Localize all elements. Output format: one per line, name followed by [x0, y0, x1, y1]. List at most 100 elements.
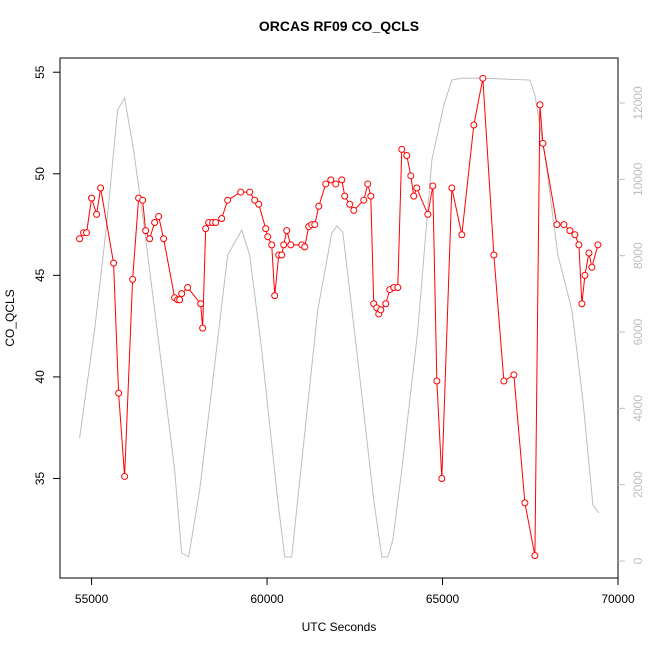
- point: [479, 74, 487, 82]
- point: [255, 200, 263, 208]
- point: [438, 474, 446, 482]
- point: [146, 235, 154, 243]
- point: [315, 202, 323, 210]
- y2-tick-label: 4000: [631, 395, 645, 422]
- x-tick-label: 65000: [426, 592, 460, 606]
- point: [594, 241, 602, 249]
- point: [510, 371, 518, 379]
- point: [410, 192, 418, 200]
- x-tick-label: 55000: [75, 592, 109, 606]
- point: [139, 196, 147, 204]
- point: [581, 271, 589, 279]
- point: [571, 231, 579, 239]
- point: [398, 145, 406, 153]
- point: [394, 284, 402, 292]
- point: [536, 101, 544, 109]
- point: [500, 377, 508, 385]
- point: [237, 188, 245, 196]
- point: [433, 377, 441, 385]
- point: [429, 182, 437, 190]
- point: [278, 251, 286, 259]
- point: [350, 206, 358, 214]
- plot-box: [59, 57, 619, 579]
- point: [311, 221, 319, 229]
- point: [197, 300, 205, 308]
- point: [283, 227, 291, 235]
- x-tick-label: 70000: [601, 592, 635, 606]
- point: [93, 210, 101, 218]
- point: [490, 251, 498, 259]
- y-tick-label: 35: [33, 471, 47, 485]
- point: [280, 241, 288, 249]
- point: [264, 233, 272, 241]
- point: [458, 231, 466, 239]
- y2-tick-label: 6000: [631, 318, 645, 345]
- point: [341, 192, 349, 200]
- y2-tick-label: 10000: [631, 162, 645, 196]
- x-tick-label: 60000: [250, 592, 284, 606]
- x-axis-label: UTC Seconds: [302, 620, 377, 634]
- point: [271, 292, 279, 300]
- point: [115, 389, 123, 397]
- point: [521, 499, 529, 507]
- point: [322, 180, 330, 188]
- y-tick-label: 45: [33, 268, 47, 282]
- y2-tick-label: 8000: [631, 242, 645, 269]
- y2-tick-label: 2000: [631, 471, 645, 498]
- point: [364, 180, 372, 188]
- point: [448, 184, 456, 192]
- point: [424, 210, 432, 218]
- point: [212, 219, 220, 227]
- y-tick-label: 50: [33, 167, 47, 181]
- point: [202, 225, 210, 233]
- point: [332, 180, 340, 188]
- point: [268, 241, 276, 249]
- y-axis-label: CO_QCLS: [3, 289, 17, 346]
- point: [407, 172, 415, 180]
- chart-title: ORCAS RF09 CO_QCLS: [259, 18, 419, 34]
- point: [110, 259, 118, 267]
- y-tick-label: 55: [33, 65, 47, 79]
- y-tick-label: 40: [33, 370, 47, 384]
- point: [151, 219, 159, 227]
- point: [287, 241, 295, 249]
- point: [553, 221, 561, 229]
- point: [566, 227, 574, 235]
- point: [178, 290, 186, 298]
- point: [413, 184, 421, 192]
- point: [575, 241, 583, 249]
- point: [301, 243, 309, 251]
- point: [199, 324, 207, 332]
- point: [338, 176, 346, 184]
- point: [367, 192, 375, 200]
- point: [470, 121, 478, 129]
- point: [155, 212, 163, 220]
- point: [539, 139, 547, 147]
- series-line: [79, 77, 600, 558]
- y2-tick-label: 0: [631, 557, 645, 564]
- point: [224, 196, 232, 204]
- point: [327, 176, 335, 184]
- point: [218, 214, 226, 222]
- point: [160, 235, 168, 243]
- series-line: [79, 78, 599, 556]
- point: [403, 152, 411, 159]
- point: [129, 275, 137, 283]
- point: [346, 200, 354, 208]
- point: [262, 225, 270, 233]
- point: [176, 296, 184, 304]
- point: [97, 184, 105, 192]
- point: [360, 196, 368, 204]
- point: [588, 263, 596, 271]
- point: [382, 300, 390, 308]
- point: [560, 221, 568, 229]
- point: [585, 249, 593, 257]
- point: [184, 284, 192, 292]
- point: [377, 306, 385, 314]
- point: [88, 194, 96, 202]
- point: [121, 472, 129, 480]
- point: [251, 196, 259, 204]
- point: [246, 188, 254, 196]
- y2-tick-label: 12000: [631, 86, 645, 120]
